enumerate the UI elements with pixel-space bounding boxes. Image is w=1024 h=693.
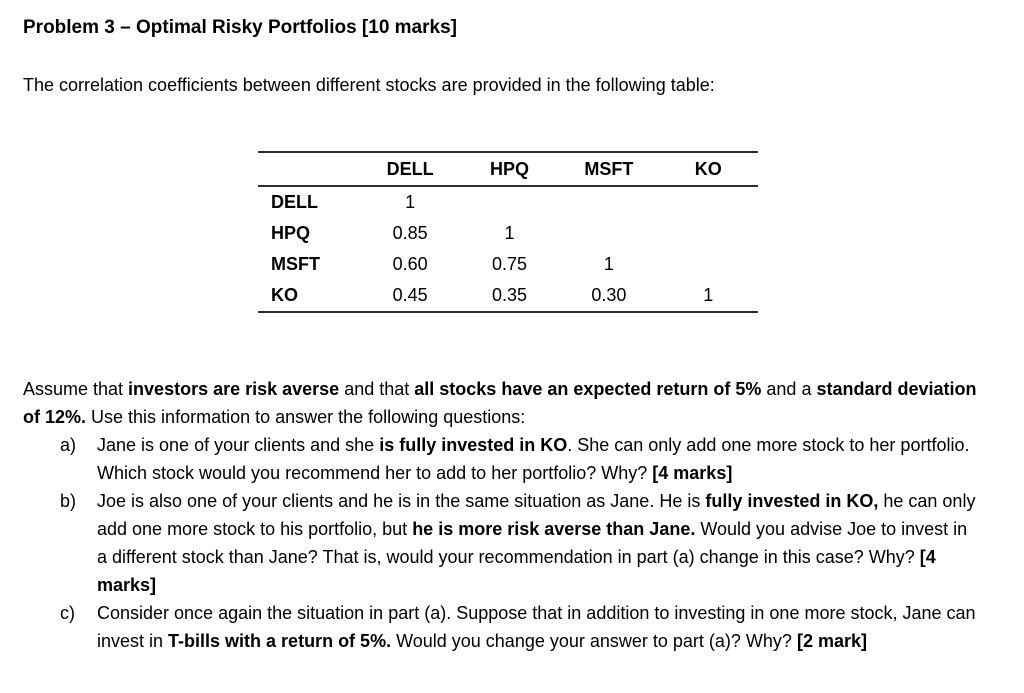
question-text: Consider once again the situation in par…	[97, 603, 976, 651]
question-item-b: b) Joe is also one of your clients and h…	[23, 487, 996, 599]
table-row-label: HPQ	[271, 223, 311, 243]
intro-paragraph: The correlation coefficients between dif…	[23, 75, 715, 95]
table-row-label: MSFT	[271, 254, 320, 274]
table-row-label: DELL	[271, 192, 318, 212]
table-cell: 1	[405, 192, 416, 212]
table-cell: 0.75	[491, 254, 528, 274]
question-item-a: a) Jane is one of your clients and she i…	[23, 431, 996, 487]
table-cell	[659, 249, 758, 280]
question-marker: b)	[60, 491, 77, 511]
table-cell	[460, 186, 559, 218]
table-cell: 0.85	[392, 223, 428, 243]
question-marker: c)	[60, 603, 75, 623]
table-cell	[559, 218, 658, 249]
table-cell	[659, 186, 758, 218]
table-row: MSFT 0.60 0.75 1	[258, 249, 758, 280]
table-cell	[559, 186, 658, 218]
table-row: HPQ 0.85 1	[258, 218, 758, 249]
table-cell: 1	[658, 280, 758, 313]
table-cell: 0.60	[392, 254, 428, 274]
question-marker: a)	[60, 435, 77, 455]
table-header-cell: DELL	[360, 151, 460, 187]
table-header-cell: MSFT	[559, 151, 659, 187]
correlation-table: DELL HPQ MSFT KO DELL 1 HPQ 0.85 1	[258, 151, 758, 313]
table-header-cell	[258, 151, 361, 187]
question-text: Joe is also one of your clients and he i…	[97, 491, 976, 595]
table-cell: 0.45	[360, 280, 460, 313]
table-row-label: KO	[258, 280, 361, 313]
table-cell: 0.35	[459, 280, 560, 313]
assumption-paragraph: Assume that investors are risk averse an…	[23, 379, 977, 427]
table-cell: 1	[504, 223, 515, 243]
question-item-c: c) Consider once again the situation in …	[23, 599, 996, 655]
table-row: KO 0.45 0.35 0.30 1	[258, 280, 758, 313]
question-text: Jane is one of your clients and she is f…	[97, 435, 970, 483]
table-cell	[659, 218, 758, 249]
problem-title: Problem 3 – Optimal Risky Portfolios [10…	[23, 17, 457, 38]
table-row: DELL 1	[258, 186, 758, 218]
table-cell: 0.30	[559, 280, 659, 313]
table-cell: 1	[603, 254, 614, 274]
table-header-cell: KO	[658, 151, 758, 187]
table-header-cell: HPQ	[459, 151, 560, 187]
table-header-row: DELL HPQ MSFT KO	[258, 151, 758, 187]
